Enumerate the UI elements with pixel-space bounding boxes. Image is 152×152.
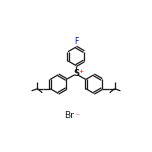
- Text: +: +: [78, 69, 83, 74]
- Text: ⁻: ⁻: [76, 111, 80, 120]
- Text: S: S: [74, 69, 80, 78]
- Text: F: F: [74, 37, 78, 46]
- Text: Br: Br: [64, 111, 74, 120]
